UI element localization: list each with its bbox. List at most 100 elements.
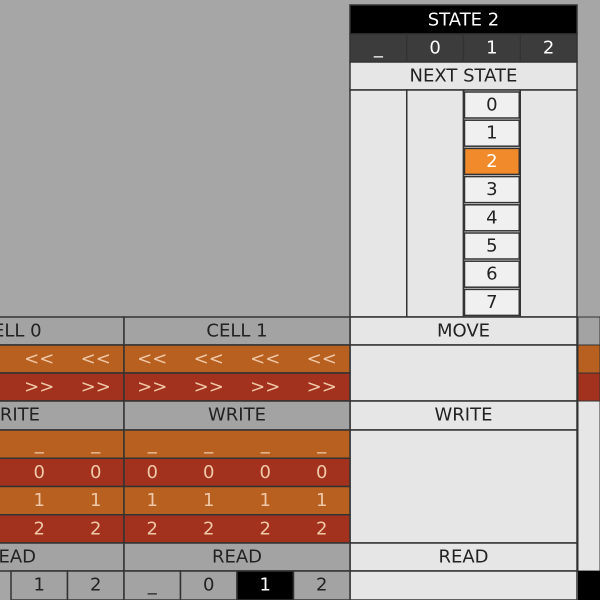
next-state-value: 4 <box>486 207 497 228</box>
move-symbol: << <box>194 349 224 370</box>
write-symbol: 2 <box>90 518 101 539</box>
cell-write-label: WRITE <box>0 405 40 426</box>
read-header <box>349 542 578 572</box>
read-symbol: 1 <box>34 575 45 596</box>
next-state-value: 3 <box>486 179 497 200</box>
write-symbol: _ <box>203 434 214 455</box>
next-state-value: 2 <box>486 151 497 172</box>
next-state-option[interactable] <box>463 91 520 119</box>
write-symbol: 2 <box>260 518 271 539</box>
partial-header <box>577 316 600 346</box>
move-label: MOVE <box>437 321 490 342</box>
symbol-label: 0 <box>429 38 440 59</box>
cell-write-label: WRITE <box>208 405 266 426</box>
state-title-bar <box>349 4 578 35</box>
next-state-option[interactable] <box>463 147 520 176</box>
cell-write-header <box>123 400 351 431</box>
write-symbol: 1 <box>203 490 214 511</box>
write-symbol: 2 <box>316 518 327 539</box>
next-state-value: 5 <box>486 236 497 257</box>
move-symbol: >> <box>137 377 167 398</box>
write-symbol: 0 <box>203 462 214 483</box>
move-symbol: << <box>250 349 280 370</box>
write-header <box>349 400 578 431</box>
write-symbol: 0 <box>147 462 158 483</box>
next-state-value: 1 <box>486 123 497 144</box>
write-symbol: 1 <box>147 490 158 511</box>
write-row[interactable] <box>123 429 351 459</box>
write-symbol: _ <box>34 434 45 455</box>
write-symbol: 2 <box>203 518 214 539</box>
move-body <box>349 344 578 402</box>
read-option[interactable] <box>179 570 238 600</box>
next-state-option[interactable] <box>463 204 520 232</box>
write-symbol: _ <box>316 434 327 455</box>
read-label: READ <box>438 547 488 568</box>
move-symbol: >> <box>81 377 111 398</box>
partial-move <box>577 372 600 402</box>
write-row[interactable] <box>0 485 125 516</box>
cell-read-label: READ <box>212 547 262 568</box>
cell-header <box>123 316 351 346</box>
move-symbol: >> <box>194 377 224 398</box>
write-row[interactable] <box>0 457 125 488</box>
next-state-label: NEXT STATE <box>410 66 518 87</box>
next-state-value: 7 <box>486 292 497 313</box>
move-symbol: >> <box>250 377 280 398</box>
write-row[interactable] <box>0 429 125 459</box>
write-symbol: _ <box>260 434 271 455</box>
symbol-label: 1 <box>486 38 497 59</box>
read-option[interactable] <box>292 570 351 600</box>
write-symbol: 0 <box>90 462 101 483</box>
partial-read <box>578 571 600 600</box>
partial-body <box>577 400 600 572</box>
write-row[interactable] <box>123 485 351 516</box>
move-symbol: >> <box>24 377 54 398</box>
read-option[interactable] <box>236 570 295 600</box>
write-row[interactable] <box>123 457 351 488</box>
read-symbol: 1 <box>260 575 271 596</box>
cell-title: CELL 0 <box>0 321 42 342</box>
partial-move <box>577 344 600 374</box>
next-state-column <box>406 89 465 318</box>
move-row[interactable] <box>123 372 351 402</box>
next-state-option[interactable] <box>463 232 520 260</box>
write-symbol: 2 <box>34 518 45 539</box>
move-row[interactable] <box>123 344 351 374</box>
next-state-value: 6 <box>486 264 497 285</box>
cell-read-label: READ <box>0 547 36 568</box>
next-state-value: 0 <box>486 95 497 116</box>
write-symbol: _ <box>90 434 101 455</box>
write-row[interactable] <box>123 514 351 544</box>
write-symbol: 2 <box>147 518 158 539</box>
next-state-option[interactable] <box>463 119 520 147</box>
read-symbol: 0 <box>203 575 214 596</box>
symbol-label: 2 <box>543 38 554 59</box>
write-label: WRITE <box>435 405 493 426</box>
write-row[interactable] <box>0 514 125 544</box>
write-body <box>349 429 578 544</box>
read-body <box>349 570 578 600</box>
move-symbol: << <box>307 349 337 370</box>
move-symbol: << <box>137 349 167 370</box>
next-state-option[interactable] <box>463 260 520 288</box>
move-symbol: << <box>24 349 54 370</box>
symbol-tab[interactable] <box>406 33 465 63</box>
read-symbol: _ <box>147 575 158 596</box>
state-title: STATE 2 <box>428 10 499 31</box>
symbol-label: _ <box>373 38 384 59</box>
cell-title: CELL 1 <box>206 321 267 342</box>
read-symbol: 2 <box>90 575 101 596</box>
read-symbol: 2 <box>316 575 327 596</box>
next-state-option[interactable] <box>463 288 520 317</box>
write-symbol: 0 <box>316 462 327 483</box>
write-symbol: _ <box>147 434 158 455</box>
move-symbol: << <box>81 349 111 370</box>
next-state-column <box>519 89 578 318</box>
symbol-tab[interactable] <box>349 33 408 63</box>
write-symbol: 1 <box>316 490 327 511</box>
write-symbol: 1 <box>90 490 101 511</box>
write-symbol: 0 <box>34 462 45 483</box>
next-state-option[interactable] <box>463 175 520 204</box>
